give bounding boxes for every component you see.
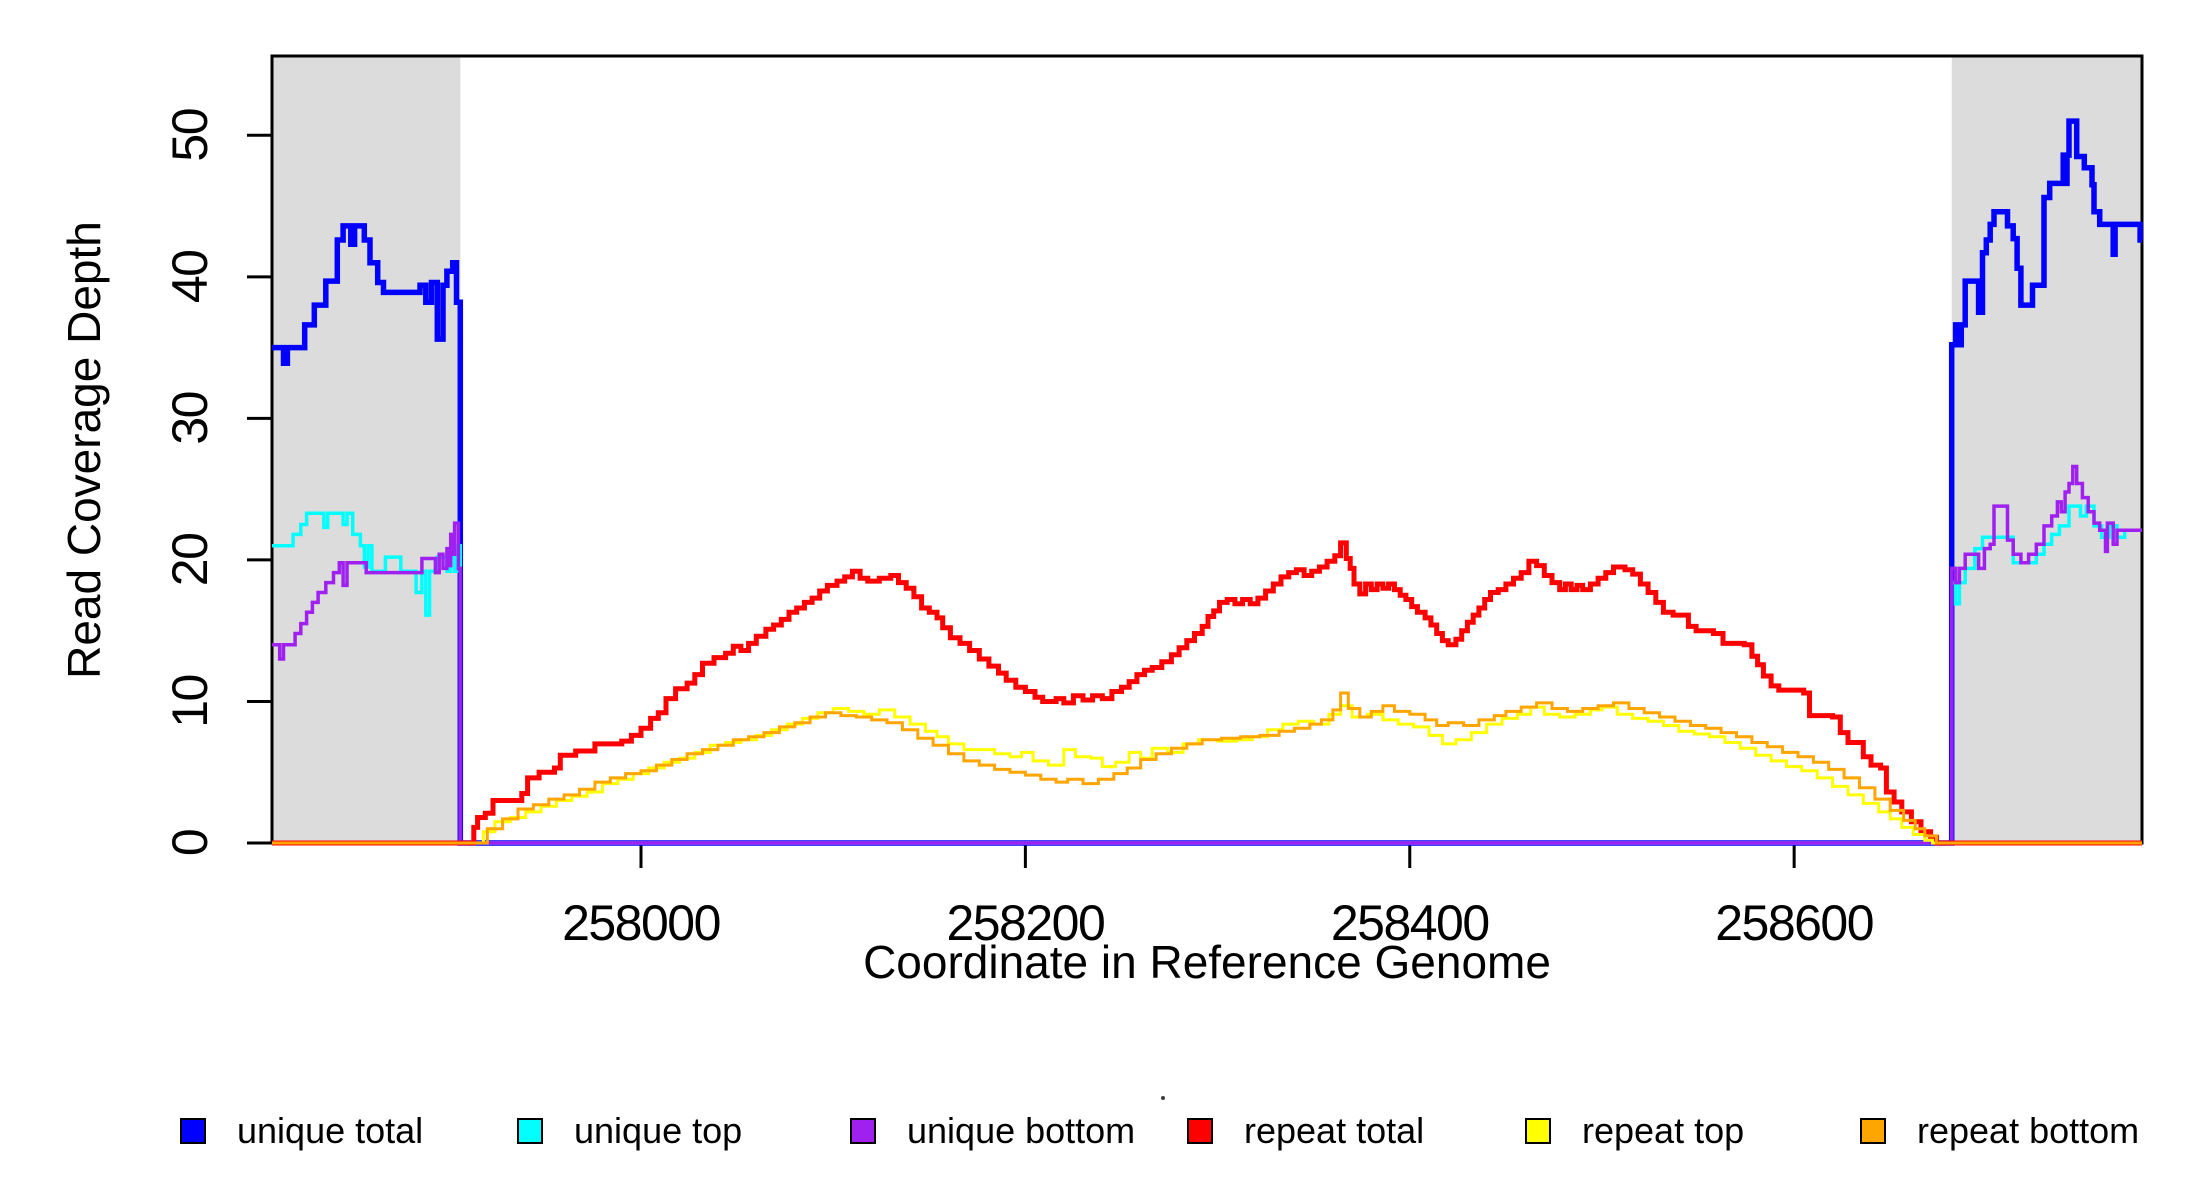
y-tick-label: 40 [162,251,218,304]
x-tick-label: 258000 [562,895,720,951]
x-tick-label: 258600 [1715,895,1873,951]
x-tick-label: 258400 [1331,895,1489,951]
shaded-region [272,56,461,843]
series-unique-bottom [272,464,2142,845]
x-tick-label: 258200 [946,895,1104,951]
y-tick-label: 50 [162,109,218,162]
shaded-region [1951,56,2142,843]
series-repeat-total [272,540,2142,846]
series-unique-total [272,118,2143,846]
y-tick-label: 20 [162,534,218,587]
y-tick-label: 30 [162,392,218,445]
x-axis-title: Coordinate in Reference Genome [863,936,1551,988]
plot-box [270,54,2144,845]
y-axis-title: Read Coverage Depth [58,221,110,679]
stray-mark-dot [1161,1096,1165,1100]
y-tick-label: 0 [162,830,218,856]
y-tick-label: 10 [162,675,218,728]
series-repeat-bottom [272,691,2142,845]
series-unique-top [272,504,2142,845]
